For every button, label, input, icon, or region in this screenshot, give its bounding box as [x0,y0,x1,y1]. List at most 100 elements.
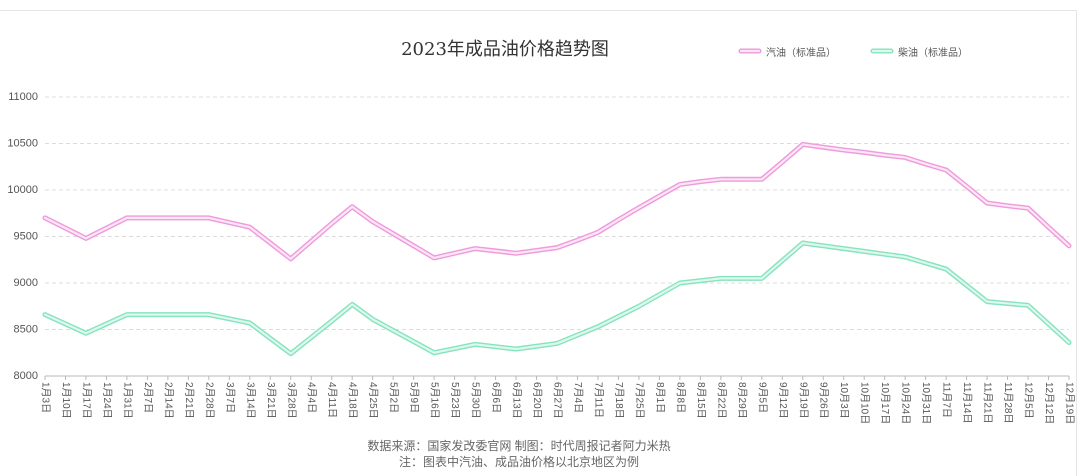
x-tick-label: 10月10日 [859,382,871,424]
data-point [842,247,845,250]
data-point [576,239,579,242]
gasoline-series [42,141,1072,262]
y-tick-label: 8500 [14,324,38,336]
data-point [248,226,251,229]
x-tick-label: 10月17日 [879,382,891,424]
chart-note: 注：图表中汽油、成品油价格以北京地区为例 [398,455,639,469]
data-point [248,321,251,324]
x-tick-label: 9月26日 [818,382,830,419]
data-point [760,178,763,181]
x-tick-label: 1月17日 [80,382,92,419]
data-point [883,253,886,256]
data-point [105,227,108,230]
data-point [474,247,477,250]
data-point [1006,204,1009,207]
data-point [392,329,395,332]
data-point [945,268,948,271]
data-point [760,277,763,280]
data-point [146,216,149,219]
data-point [515,348,518,351]
legend-line-icon [738,48,762,54]
data-point [617,315,620,318]
data-point [310,240,313,243]
y-tick-label: 10500 [7,138,38,150]
x-tick-label: 7月11日 [592,382,604,418]
data-point [637,206,640,209]
data-point [494,249,497,252]
data-point [166,216,169,219]
x-tick-label: 10月24日 [900,382,912,424]
x-tick-label: 8月1日 [654,382,666,413]
data-point [412,244,415,247]
data-point [187,313,190,316]
data-point [44,313,46,316]
x-tick-label: 5月9日 [408,382,420,413]
data-point [535,249,538,252]
data-point [310,336,313,339]
x-tick-label: 10月31日 [920,382,932,424]
x-tick-label: 8月29日 [736,382,748,419]
x-tick-label: 9月12日 [777,382,789,419]
x-tick-label: 11月14日 [961,382,973,424]
data-point [904,156,907,159]
data-point [44,216,46,219]
data-point [1047,322,1050,325]
data-point [556,246,558,249]
x-tick-label: 12月5日 [1023,382,1035,419]
x-tick-label: 12月19日 [1064,382,1076,424]
x-tick-label: 4月25日 [367,382,379,419]
data-point [556,342,558,345]
data-point [678,282,681,284]
x-tick-label: 1月31日 [121,382,133,419]
chart-title: 2023年成品油价格趋势图 [401,39,609,60]
data-point [474,343,477,346]
data-point [822,146,825,149]
data-point [1047,226,1050,229]
legend-item-diesel[interactable]: 柴油（标准品） [870,44,968,59]
data-point [658,293,661,296]
x-tick-label: 5月23日 [449,382,461,419]
y-tick-label: 8000 [14,370,38,382]
data-point [801,143,804,146]
data-point [535,345,538,348]
data-point [576,334,579,337]
legend-item-gasoline[interactable]: 汽油（标准品） [738,44,836,59]
data-point [658,195,661,198]
data-point [269,242,272,245]
data-point [781,161,784,164]
data-point [146,313,149,316]
data-point [433,351,436,354]
x-tick-label: 3月21日 [265,382,277,419]
x-tick-label: 11月28日 [1002,382,1014,424]
data-point [289,257,292,260]
data-point [965,185,968,188]
data-point [596,325,599,328]
data-point [801,242,804,245]
data-point [64,227,67,230]
data-point [740,277,743,280]
data-point [453,347,456,350]
data-point [1027,304,1030,307]
series-line-highlight [43,143,1071,260]
data-point [166,313,169,316]
x-tick-label: 10月3日 [838,382,850,419]
data-point [371,220,374,223]
x-tick-label: 3月14日 [244,382,256,419]
x-tick-label: 8月15日 [695,382,707,419]
data-point [330,320,333,323]
x-tick-label: 1月3日 [40,382,52,413]
x-tick-label: 4月4日 [306,382,318,413]
series-line-highlight [43,241,1071,355]
data-point [924,262,927,264]
data-point [515,252,518,255]
x-tick-label: 11月21日 [982,382,994,424]
legend-label: 汽油（标准品） [766,47,836,59]
data-point [883,154,886,157]
data-point [84,332,87,335]
data-point [412,340,415,343]
legend-label: 柴油（标准品） [898,47,968,59]
data-point [1006,302,1009,305]
data-point [207,216,210,219]
x-tick-label: 9月19日 [797,382,809,419]
